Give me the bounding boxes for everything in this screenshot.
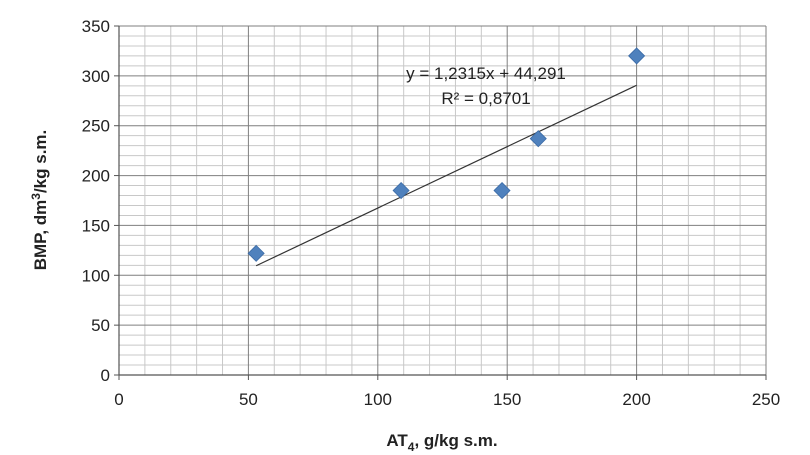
x-tick-label: 150 bbox=[493, 390, 521, 409]
x-axis-title-prefix: AT bbox=[386, 431, 408, 450]
x-tick-label: 0 bbox=[114, 390, 123, 409]
y-tick-label: 350 bbox=[82, 17, 110, 36]
data-points bbox=[247, 47, 646, 262]
major-gridlines bbox=[118, 25, 767, 376]
x-axis-title: AT4, g/kg s.m. bbox=[386, 431, 497, 454]
y-tick-label: 100 bbox=[82, 266, 110, 285]
trendline bbox=[255, 84, 637, 267]
x-tick-label: 50 bbox=[239, 390, 258, 409]
y-tick-label: 150 bbox=[82, 216, 110, 235]
y-axis-title-superscript: 3 bbox=[29, 193, 43, 200]
x-tick-label: 250 bbox=[752, 390, 780, 409]
trendline-equation: y = 1,2315x + 44,291 bbox=[406, 64, 566, 83]
data-point bbox=[628, 47, 646, 65]
minor-gridlines bbox=[119, 26, 766, 375]
x-axis-title-subscript: 4 bbox=[408, 440, 415, 454]
trendline-group bbox=[255, 84, 637, 267]
x-tick-label: 100 bbox=[364, 390, 392, 409]
y-tick-labels: 0 50 100 150 200 250 300 350 bbox=[82, 17, 110, 385]
y-axis-title-suffix: /kg s.m. bbox=[31, 130, 50, 193]
y-tick-label: 300 bbox=[82, 67, 110, 86]
y-tick-label: 250 bbox=[82, 117, 110, 136]
y-axis-title: BMP, dm3/kg s.m. bbox=[29, 130, 50, 271]
r-squared-label: R² = 0,8701 bbox=[441, 89, 530, 108]
y-axis-title-prefix: BMP, dm bbox=[31, 200, 50, 271]
x-tick-labels: 0 50 100 150 200 250 bbox=[114, 390, 780, 409]
data-point bbox=[529, 130, 547, 148]
y-tick-label: 0 bbox=[101, 366, 110, 385]
axes bbox=[114, 25, 767, 380]
x-axis-title-suffix: , g/kg s.m. bbox=[414, 431, 497, 450]
y-tick-label: 50 bbox=[91, 316, 110, 335]
y-tick-label: 200 bbox=[82, 167, 110, 186]
data-point bbox=[392, 181, 410, 200]
x-tick-label: 200 bbox=[622, 390, 650, 409]
data-point bbox=[493, 181, 511, 200]
data-point bbox=[247, 244, 265, 262]
plot-area bbox=[119, 26, 766, 375]
